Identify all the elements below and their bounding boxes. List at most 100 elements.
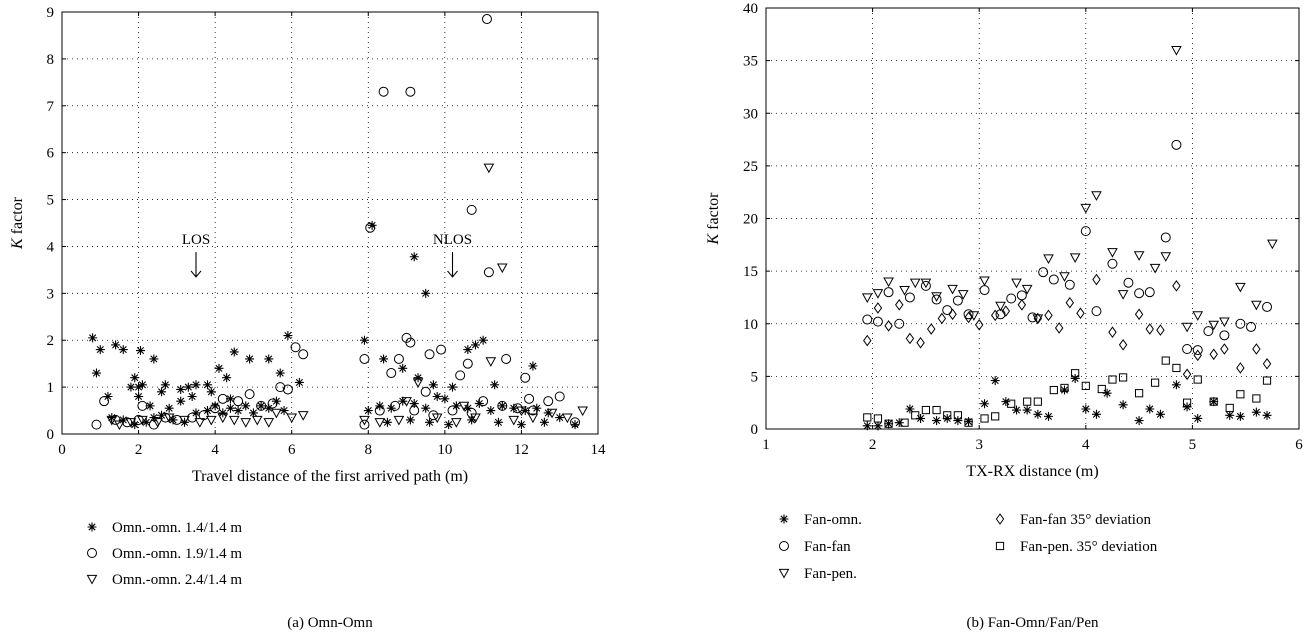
data-point (1080, 226, 1091, 237)
data-point (1080, 203, 1092, 214)
data-point (995, 301, 1006, 312)
data-point (126, 382, 136, 392)
data-point (191, 408, 201, 418)
data-point (214, 363, 224, 373)
data-point (546, 408, 558, 419)
data-point (149, 354, 159, 364)
data-point (118, 345, 128, 355)
legend-marker (86, 574, 98, 585)
data-point (1033, 312, 1043, 325)
data-point (134, 382, 144, 392)
data-point (179, 415, 190, 426)
x-tick-label: 10 (437, 442, 452, 458)
data-point (440, 394, 450, 404)
data-point (264, 354, 274, 364)
data-point (1012, 405, 1022, 415)
data-point (527, 405, 538, 416)
data-point (493, 417, 503, 427)
data-point (95, 345, 105, 355)
data-point (130, 420, 140, 430)
data-point (863, 334, 872, 347)
annotation-arrow (190, 252, 202, 278)
data-point (1123, 277, 1134, 288)
data-point (217, 413, 229, 424)
data-point (405, 337, 416, 348)
data-point (974, 319, 984, 331)
data-point (1135, 389, 1144, 398)
x-tick-label: 4 (1082, 437, 1090, 453)
data-point (1220, 343, 1229, 355)
data-point (1043, 254, 1054, 265)
data-point (229, 347, 239, 357)
data-point (1236, 390, 1245, 399)
data-point (225, 394, 235, 404)
data-point (413, 373, 423, 383)
data-point (483, 267, 494, 278)
y-axis-label: K factor (9, 196, 26, 250)
data-point (863, 413, 872, 422)
data-point (421, 288, 431, 298)
series-diamond (863, 273, 1272, 381)
data-point (122, 417, 133, 428)
data-point (980, 414, 989, 423)
data-point (241, 401, 251, 411)
data-point (478, 396, 489, 407)
data-point (137, 400, 148, 411)
data-point (968, 311, 980, 321)
data-point (1171, 380, 1181, 390)
data-point (873, 421, 883, 431)
data-point (1145, 323, 1154, 335)
data-point (363, 406, 373, 416)
data-point (222, 373, 232, 383)
data-point (1225, 410, 1235, 420)
data-point (141, 417, 151, 427)
data-point (462, 358, 473, 369)
y-tick-label: 1 (47, 380, 55, 396)
data-point (114, 420, 125, 431)
data-point (160, 412, 171, 423)
x-tick-label: 14 (591, 442, 607, 458)
data-point (379, 354, 389, 364)
data-point (524, 393, 535, 404)
data-point (297, 411, 309, 421)
data-point (911, 411, 920, 420)
data-point (964, 417, 974, 427)
data-point (256, 401, 266, 411)
x-axis-label: Travel distance of the first arrived pat… (192, 468, 468, 485)
data-point (1192, 311, 1204, 321)
data-point (1059, 272, 1070, 282)
data-point (1160, 232, 1171, 243)
data-point (428, 410, 439, 421)
data-point (920, 280, 931, 291)
data-point (225, 403, 235, 413)
data-point (470, 413, 481, 424)
y-tick-label: 3 (47, 286, 55, 302)
legend-label: Fan-pen. (804, 566, 857, 582)
data-point (218, 408, 228, 418)
data-point (932, 405, 941, 415)
annotation-label: NLOS (433, 232, 472, 248)
x-tick-label: 4 (211, 442, 219, 458)
data-point (106, 415, 118, 426)
data-point (872, 289, 884, 299)
data-point (1251, 407, 1261, 417)
data-point (1209, 397, 1218, 406)
data-point (539, 417, 549, 427)
data-point (409, 405, 420, 416)
data-point (425, 417, 435, 427)
data-point (420, 386, 431, 397)
y-tick-label: 35 (743, 54, 758, 70)
x-tick-label: 0 (58, 442, 66, 458)
y-tick-label: 7 (47, 99, 55, 115)
data-point (1262, 410, 1272, 420)
data-point (1032, 314, 1044, 325)
data-point (91, 368, 101, 378)
data-point (1069, 253, 1081, 263)
series-asterisk (88, 220, 580, 430)
data-point (894, 418, 904, 428)
y-tick-label: 20 (743, 212, 758, 228)
y-axis-label: K factor (705, 192, 722, 246)
legend-label: Fan-fan (804, 539, 851, 555)
data-point (393, 415, 405, 426)
data-point (275, 382, 286, 393)
